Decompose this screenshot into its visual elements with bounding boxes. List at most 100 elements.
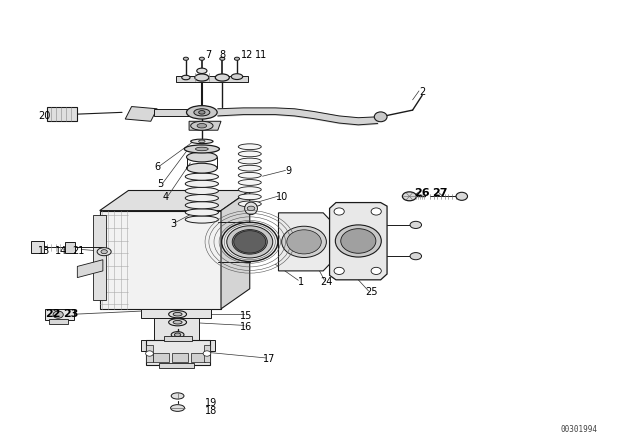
Ellipse shape: [238, 180, 261, 185]
Text: 19: 19: [205, 398, 218, 408]
Polygon shape: [154, 109, 189, 116]
Ellipse shape: [247, 206, 255, 211]
Ellipse shape: [238, 201, 261, 207]
Text: 4: 4: [163, 192, 168, 202]
Ellipse shape: [410, 253, 422, 260]
Text: 00301994: 00301994: [560, 425, 597, 434]
Polygon shape: [221, 190, 250, 309]
Ellipse shape: [198, 140, 205, 143]
Bar: [147, 340, 210, 365]
Text: 21: 21: [72, 246, 84, 256]
Text: 20: 20: [38, 111, 51, 121]
Text: 11: 11: [255, 50, 268, 60]
Polygon shape: [154, 318, 198, 340]
Circle shape: [371, 208, 381, 215]
Ellipse shape: [238, 165, 261, 171]
Polygon shape: [100, 211, 221, 309]
Text: 7: 7: [205, 50, 211, 60]
Text: 22: 22: [45, 309, 61, 319]
Polygon shape: [65, 242, 75, 253]
Ellipse shape: [97, 248, 111, 256]
Ellipse shape: [169, 310, 186, 318]
Bar: [204, 345, 210, 362]
Ellipse shape: [196, 68, 207, 73]
Text: 3: 3: [170, 219, 176, 229]
Text: 25: 25: [365, 287, 378, 297]
Ellipse shape: [410, 221, 422, 228]
Ellipse shape: [185, 202, 218, 209]
Ellipse shape: [185, 173, 218, 180]
Text: 27: 27: [432, 188, 448, 198]
Ellipse shape: [171, 405, 184, 411]
Polygon shape: [278, 213, 330, 271]
Ellipse shape: [185, 187, 218, 194]
Text: 10: 10: [276, 192, 288, 202]
Bar: [147, 345, 153, 362]
Ellipse shape: [185, 180, 218, 187]
Ellipse shape: [374, 112, 387, 122]
Ellipse shape: [340, 228, 376, 253]
Ellipse shape: [172, 393, 184, 399]
Text: 24: 24: [320, 277, 333, 287]
Ellipse shape: [182, 75, 190, 80]
Ellipse shape: [186, 163, 217, 173]
Ellipse shape: [238, 187, 261, 193]
Ellipse shape: [186, 152, 217, 162]
Ellipse shape: [231, 74, 243, 80]
Ellipse shape: [199, 57, 204, 60]
Ellipse shape: [221, 222, 278, 262]
Ellipse shape: [238, 172, 261, 178]
Ellipse shape: [220, 57, 225, 60]
Polygon shape: [189, 121, 221, 130]
Circle shape: [53, 311, 63, 318]
Ellipse shape: [194, 109, 210, 116]
Polygon shape: [45, 309, 74, 320]
Ellipse shape: [185, 209, 218, 216]
Ellipse shape: [234, 231, 266, 253]
Text: 14: 14: [55, 246, 67, 256]
Ellipse shape: [335, 225, 381, 257]
Ellipse shape: [227, 226, 273, 258]
Polygon shape: [176, 76, 248, 82]
Ellipse shape: [238, 144, 261, 150]
Polygon shape: [141, 340, 214, 351]
Text: 16: 16: [241, 322, 253, 332]
Ellipse shape: [183, 57, 188, 60]
Ellipse shape: [191, 121, 213, 130]
Bar: [159, 363, 194, 368]
Text: 17: 17: [263, 354, 275, 364]
Polygon shape: [100, 190, 250, 211]
Text: 15: 15: [241, 310, 253, 321]
Text: 5: 5: [157, 179, 163, 189]
Circle shape: [203, 351, 211, 356]
Ellipse shape: [184, 145, 220, 153]
Text: 6: 6: [154, 162, 160, 172]
Ellipse shape: [174, 333, 180, 336]
Text: 9: 9: [285, 166, 291, 177]
Text: 2: 2: [419, 87, 426, 97]
Ellipse shape: [185, 194, 218, 202]
Ellipse shape: [169, 319, 186, 326]
Ellipse shape: [198, 111, 205, 114]
Circle shape: [334, 208, 344, 215]
Ellipse shape: [234, 57, 239, 60]
Ellipse shape: [282, 226, 326, 258]
Polygon shape: [77, 260, 103, 278]
Ellipse shape: [197, 124, 207, 128]
Ellipse shape: [185, 216, 218, 223]
Ellipse shape: [232, 229, 268, 254]
Bar: [153, 353, 169, 362]
Ellipse shape: [287, 230, 321, 254]
Text: 12: 12: [241, 50, 253, 60]
Ellipse shape: [238, 151, 261, 157]
Polygon shape: [141, 309, 211, 318]
Circle shape: [146, 351, 154, 356]
Text: 13: 13: [38, 246, 51, 256]
Bar: [49, 319, 68, 324]
Ellipse shape: [244, 202, 257, 215]
Text: 1: 1: [298, 277, 304, 287]
Ellipse shape: [403, 192, 417, 201]
Text: 23: 23: [63, 309, 79, 319]
Ellipse shape: [195, 147, 208, 151]
Bar: [47, 107, 77, 121]
